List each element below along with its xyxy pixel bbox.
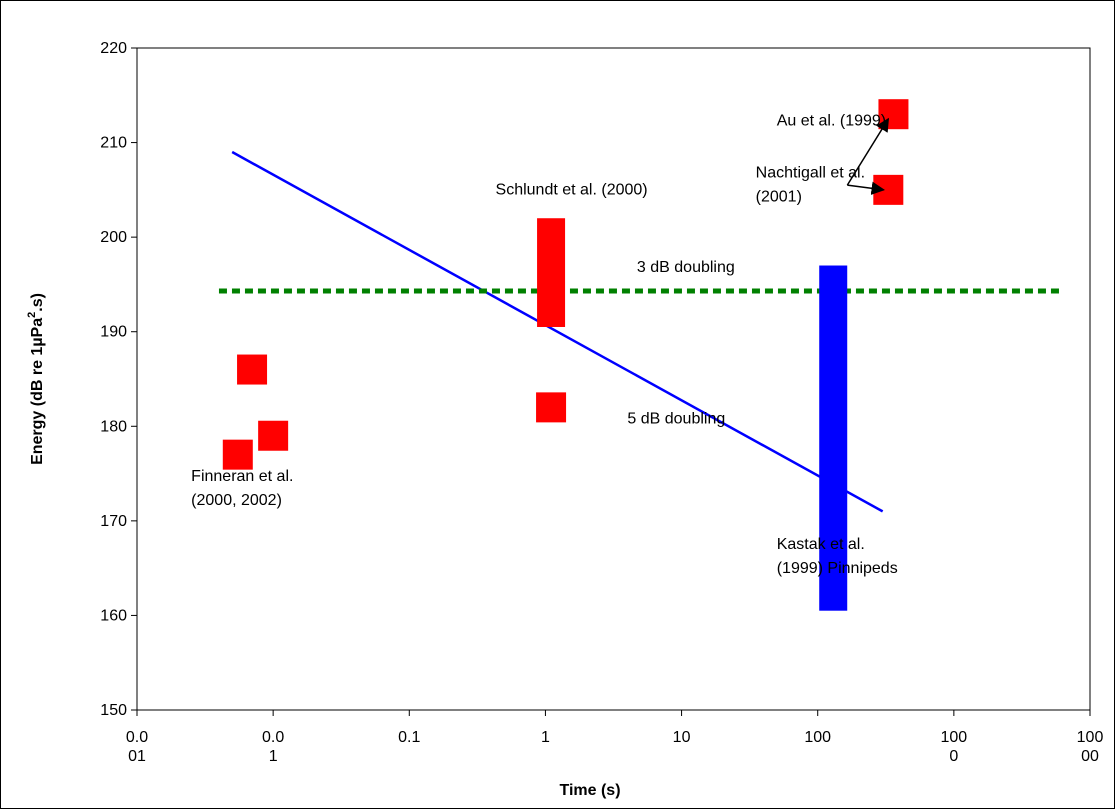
x-tick-label: 100: [804, 729, 831, 746]
x-tick-label: 0.1: [398, 729, 420, 746]
y-tick-label: 150: [100, 702, 127, 719]
y-axis-title-main: Energy (dB re 1µPa: [29, 318, 46, 465]
annotation-label: 5 dB doubling: [627, 410, 725, 427]
annotation-arrow: [846, 117, 890, 186]
data-point: [237, 354, 268, 385]
x-tick-label: 0: [949, 748, 958, 765]
x-tick-label: 100: [1077, 729, 1104, 746]
y-tick-label: 180: [100, 418, 127, 435]
trend-lines: [218, 150, 1060, 513]
plot-area: [136, 47, 1091, 711]
x-tick-label: 01: [128, 748, 146, 765]
annotation-arrows: [846, 117, 890, 195]
schlundt-range-bar: [537, 218, 566, 327]
x-axis: 0.0 01 0.0 1 0.1 1 10 100 100 0 100 00: [126, 710, 1104, 765]
data-point: [873, 174, 904, 205]
y-axis-title: Energy (dB re 1µPa2.s): [26, 293, 46, 465]
y-tick-label: 190: [100, 324, 127, 341]
data-points: [222, 99, 909, 470]
five-db-doubling-line: [231, 150, 884, 513]
x-tick-label: 100: [941, 729, 968, 746]
annotations: Finneran et al. (2000, 2002) Schlundt et a…: [191, 113, 898, 578]
annotation-label: (1999) Pinnipeds: [777, 560, 898, 577]
x-tick-label: 1: [541, 729, 550, 746]
y-axis: 150 160 170 180 190 200 210 220: [100, 40, 137, 719]
annotation-label: (2000, 2002): [191, 492, 282, 509]
y-axis-title-sup: 2: [26, 312, 38, 318]
x-tick-label: 0.0: [126, 729, 148, 746]
annotation-label: Finneran et al.: [191, 468, 293, 485]
x-axis-title: Time (s): [559, 782, 620, 799]
data-point: [258, 420, 289, 451]
kastak-range-bar: [819, 265, 848, 611]
annotation-label: (2001): [756, 189, 802, 206]
y-tick-label: 200: [100, 229, 127, 246]
annotation-label: Nachtigall et al.: [756, 165, 865, 182]
y-tick-label: 220: [100, 40, 127, 57]
data-point: [222, 439, 253, 470]
annotation-label: Au et al. (1999): [777, 113, 886, 130]
data-point: [536, 392, 567, 423]
annotation-arrow: [847, 181, 885, 195]
annotation-label: Schlundt et al. (2000): [496, 182, 648, 199]
y-tick-label: 160: [100, 607, 127, 624]
annotation-label: Kastak et al.: [777, 536, 865, 553]
x-tick-label: 1: [269, 748, 278, 765]
x-tick-label: 0.0: [262, 729, 284, 746]
y-tick-label: 170: [100, 513, 127, 530]
range-bars: [537, 218, 848, 611]
annotation-label: 3 dB doubling: [637, 259, 735, 276]
x-tick-label: 00: [1081, 748, 1099, 765]
y-axis-title-tail: .s): [29, 293, 46, 312]
y-tick-label: 210: [100, 135, 127, 152]
x-tick-label: 10: [673, 729, 691, 746]
